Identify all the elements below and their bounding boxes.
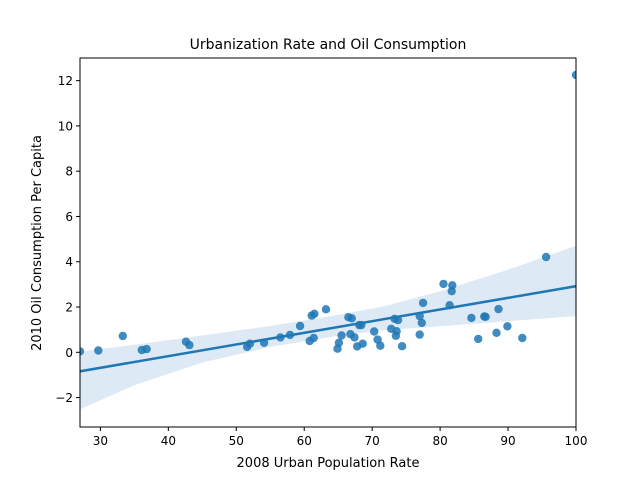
x-axis: 30 40 50 60 70 80 90 100 [93, 427, 588, 448]
scatter-point [397, 342, 407, 351]
scatter-point [415, 330, 424, 339]
x-tick-label: 100 [565, 434, 588, 448]
y-tick-label: 10 [58, 119, 73, 133]
scatter-point [94, 346, 103, 355]
scatter-point [417, 318, 426, 328]
scatter-point [503, 322, 512, 331]
scatter-point [321, 305, 331, 314]
scatter-point [118, 331, 128, 341]
x-tick-label: 80 [432, 434, 447, 448]
y-tick-label: 6 [65, 210, 73, 224]
y-tick-label: 8 [65, 165, 73, 179]
scatter-point [350, 333, 359, 342]
x-tick-label: 60 [297, 434, 312, 448]
scatter-point [467, 313, 476, 323]
x-tick-label: 70 [365, 434, 380, 448]
scatter-point [295, 321, 305, 331]
scatter-point [80, 347, 85, 356]
scatter-point [370, 327, 379, 336]
regression-line [80, 284, 576, 373]
x-axis-label: 2008 Urban Population Rate [237, 456, 420, 471]
x-tick-label: 30 [93, 434, 108, 448]
scatter-point [337, 331, 346, 340]
plot-area [80, 70, 576, 410]
y-tick-label: 12 [58, 74, 73, 88]
x-tick-label: 90 [500, 434, 515, 448]
scatter-point [376, 341, 385, 350]
y-tick-label: −2 [55, 391, 73, 405]
chart-title: Urbanization Rate and Oil Consumption [190, 37, 467, 53]
x-tick-label: 50 [229, 434, 244, 448]
x-tick-label: 40 [161, 434, 176, 448]
scatter-point [481, 312, 490, 321]
y-axis-label: 2010 Oil Consumption Per Capita [30, 135, 45, 351]
scatter-point [492, 328, 501, 337]
scatter-point [309, 333, 318, 343]
scatter-point [185, 340, 194, 350]
y-tick-label: 4 [65, 255, 73, 269]
scatter-point [358, 339, 367, 348]
scatter-point [439, 279, 448, 289]
y-tick-label: 2 [65, 301, 73, 315]
scatter-point [518, 333, 527, 343]
scatter-point [418, 298, 428, 308]
scatter-point [347, 314, 356, 323]
plot-frame [79, 57, 577, 428]
scatter-point [392, 327, 401, 336]
scatter-point [571, 70, 576, 80]
scatter-point [494, 304, 503, 314]
scatter-point [448, 281, 457, 290]
y-tick-label: 0 [65, 346, 73, 360]
scatter-point [142, 344, 151, 354]
scatter-point [541, 252, 551, 262]
scatter-point [310, 309, 319, 318]
y-axis: −2 0 2 4 6 8 10 12 [55, 74, 80, 405]
scatter-point [334, 338, 344, 347]
scatter-point [474, 334, 483, 344]
